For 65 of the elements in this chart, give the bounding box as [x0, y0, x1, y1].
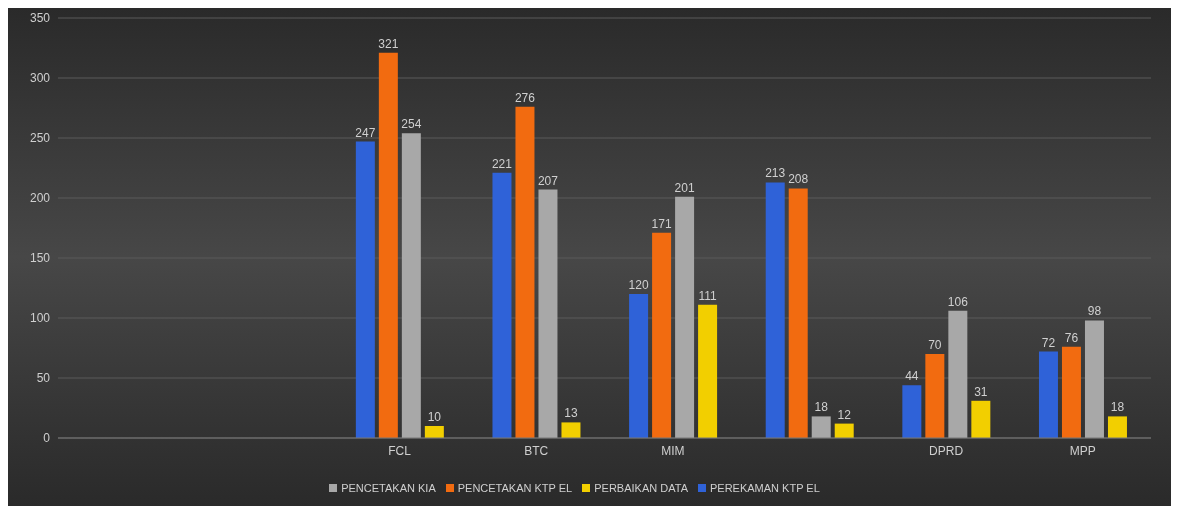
data-label: 208 — [788, 172, 809, 187]
bar — [538, 189, 558, 438]
y-tick-label: 350 — [29, 11, 51, 26]
data-label: 207 — [537, 173, 559, 188]
bar — [424, 426, 444, 438]
bar — [378, 52, 398, 438]
bar — [811, 416, 831, 438]
data-label: 111 — [698, 288, 718, 303]
data-label: 247 — [355, 125, 376, 140]
bar — [355, 141, 375, 438]
bar — [948, 310, 968, 438]
data-label: 98 — [1087, 304, 1102, 319]
bar — [765, 182, 785, 438]
data-label: 276 — [514, 90, 536, 105]
x-tick-label: MIM — [661, 443, 685, 458]
bar — [629, 294, 649, 438]
bar — [788, 188, 808, 438]
bar — [515, 106, 535, 438]
legend-label: PEREKAMAN KTP EL — [709, 482, 820, 494]
x-tick-label: BTC — [524, 443, 549, 458]
y-tick-label: 300 — [29, 71, 51, 86]
data-label: 201 — [674, 180, 695, 195]
legend-label: PENCETAKAN KTP EL — [457, 482, 573, 494]
y-tick-label: 0 — [43, 431, 51, 446]
data-label: 12 — [837, 407, 852, 422]
bar — [1038, 351, 1058, 438]
x-tick-label: MPP — [1069, 443, 1096, 458]
y-tick-label: 50 — [36, 371, 51, 386]
y-tick-label: 250 — [29, 131, 51, 146]
bar — [401, 133, 421, 438]
data-label: 70 — [928, 338, 942, 352]
data-label: 221 — [491, 156, 513, 171]
x-tick-label: FCL — [388, 443, 412, 458]
data-label: 13 — [564, 406, 578, 421]
data-label: 321 — [378, 36, 399, 51]
data-label: 213 — [765, 166, 786, 181]
legend-label: PENCETAKAN KIA — [341, 482, 436, 494]
bar — [675, 196, 695, 438]
y-tick-label: 200 — [29, 191, 51, 206]
x-tick-label: DPRD — [929, 443, 964, 458]
data-label: 120 — [628, 278, 649, 292]
bar — [925, 354, 945, 438]
data-label: 44 — [905, 369, 919, 384]
bar — [971, 400, 991, 438]
legend-label: PERBAIKAN DATA — [594, 482, 688, 494]
bar — [902, 385, 922, 438]
data-label: 254 — [401, 117, 422, 132]
bar — [561, 422, 581, 438]
bar — [492, 172, 512, 438]
bar — [834, 423, 854, 438]
data-label: 31 — [974, 384, 988, 399]
data-label: 18 — [814, 400, 829, 415]
data-label: 18 — [1110, 400, 1125, 415]
bar — [698, 304, 718, 438]
data-label: 106 — [947, 294, 969, 309]
y-tick-label: 150 — [29, 251, 51, 266]
bar — [1084, 320, 1104, 438]
y-tick-label: 100 — [29, 311, 51, 326]
data-label: 72 — [1041, 335, 1056, 350]
data-label: 10 — [427, 410, 442, 424]
bar — [1061, 346, 1081, 438]
data-label: 76 — [1064, 330, 1079, 345]
bar — [652, 232, 672, 438]
bar — [1107, 416, 1127, 438]
data-label: 171 — [651, 216, 672, 231]
